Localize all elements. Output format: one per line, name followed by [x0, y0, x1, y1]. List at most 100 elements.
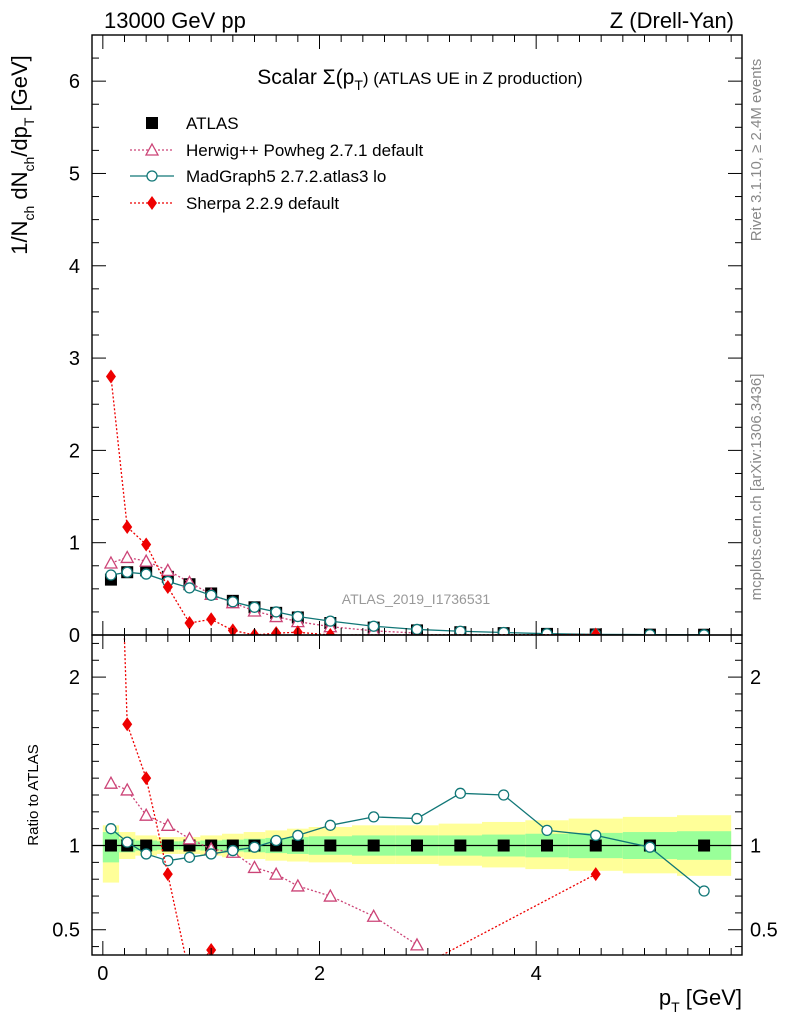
ratio-point-sherpa-4	[185, 968, 195, 982]
main-point-sherpa-0	[105, 369, 116, 384]
plot-title: Scalar Σ(pT) (ATLAS UE in Z production)	[257, 66, 582, 93]
main-point-madgraph-1	[121, 566, 133, 578]
ratio-point-madgraph-6	[227, 844, 239, 857]
main-point-sherpa-3	[162, 580, 173, 594]
main-point-sherpa-2	[141, 537, 152, 552]
legend-label-madgraph: MadGraph5 2.7.2.atlas3 lo	[186, 167, 386, 186]
ratio-point-herwig-3	[160, 817, 175, 831]
ratio-point-madgraph-16	[590, 829, 602, 842]
ratio-y-tick-label-right-1: 1	[750, 836, 761, 858]
ratio-point-madgraph-3	[162, 855, 174, 867]
x-tick-label-2: 4	[531, 963, 542, 985]
ratio-point-sherpa-7	[250, 1007, 260, 1021]
x-tick-label-0: 0	[97, 963, 108, 985]
ratio-point-herwig-11	[366, 908, 381, 922]
ratio-point-herwig-7	[247, 860, 262, 874]
ratio-point-herwig-8	[269, 866, 284, 880]
ratio-point-madgraph-5	[205, 848, 217, 860]
ratio-point-madgraph-0	[105, 823, 117, 835]
ratio-point-atlas-9	[291, 839, 304, 852]
ratio-y-tick-label-right-2: 2	[750, 667, 761, 689]
main-point-madgraph-6	[227, 596, 239, 608]
main-y-tick-label-2: 2	[69, 440, 80, 462]
main-point-madgraph-9	[292, 610, 304, 623]
ratio-point-madgraph-17	[644, 841, 656, 853]
legend-marker-herwig	[144, 142, 160, 156]
ratio-point-herwig-1	[120, 782, 135, 796]
ratio-point-atlas-14	[497, 839, 510, 852]
main-point-madgraph-14	[498, 626, 510, 635]
main-point-madgraph-2	[140, 568, 152, 580]
legend-entry-herwig: Herwig++ Powheg 2.7.1 default	[130, 141, 423, 160]
main-point-sherpa-11	[590, 627, 601, 635]
ratio-point-atlas-3	[161, 839, 174, 852]
ratio-point-atlas-13	[454, 839, 467, 852]
legend-marker-atlas	[146, 117, 158, 129]
plot-title-prefix: Scalar Σ(p	[257, 66, 354, 89]
header-left: 13000 GeV pp	[104, 8, 246, 33]
legend-entry-atlas: ATLAS	[146, 114, 239, 133]
main-point-madgraph-0	[105, 569, 117, 581]
legend-label-atlas: ATLAS	[186, 114, 239, 133]
main-point-madgraph-15	[541, 628, 553, 635]
legend-label-sherpa: Sherpa 2.2.9 default	[186, 194, 339, 213]
ratio-point-atlas-0	[104, 839, 117, 852]
ratio-y-axis-label: Ratio to ATLAS	[25, 744, 42, 845]
ratio-point-herwig-2	[139, 807, 154, 821]
header-right: Z (Drell-Yan)	[610, 8, 734, 33]
ratio-point-madgraph-1	[121, 836, 133, 848]
main-point-madgraph-4	[183, 582, 196, 594]
ratio-point-herwig-9	[290, 878, 305, 892]
ratio-point-sherpa-11	[590, 867, 601, 882]
main-y-tick-label-3: 3	[69, 348, 80, 370]
legend-marker-sherpa	[147, 196, 157, 210]
ratio-point-madgraph-15	[541, 824, 553, 837]
ratio-point-sherpa-3	[162, 867, 173, 882]
ratio-point-madgraph-13	[454, 787, 466, 799]
ratio-point-sherpa-1	[122, 717, 133, 732]
plot-title-suffix: ) (ATLAS UE in Z production)	[363, 69, 583, 88]
main-point-herwig-2	[139, 553, 154, 567]
main-y-tick-label-6: 6	[69, 71, 80, 93]
main-point-madgraph-13	[454, 625, 466, 635]
main-point-madgraph-11	[368, 620, 380, 632]
ratio-point-madgraph-10	[324, 819, 336, 831]
main-point-madgraph-12	[411, 623, 423, 635]
ratio-point-herwig-0	[103, 775, 119, 789]
ratio-point-madgraph-9	[292, 829, 304, 842]
main-point-herwig-1	[120, 550, 135, 564]
ratio-point-sherpa-10	[325, 1007, 335, 1021]
ratio-point-atlas-12	[411, 839, 423, 852]
legend-entry-madgraph: MadGraph5 2.7.2.atlas3 lo	[130, 167, 386, 186]
main-point-madgraph-5	[205, 589, 217, 601]
rivet-version-text: Rivet 3.1.10, ≥ 2.4M events	[748, 59, 765, 242]
analysis-watermark: ATLAS_2019_I1736531	[342, 591, 491, 607]
main-y-tick-label-0: 0	[69, 625, 80, 647]
ratio-point-madgraph-14	[498, 789, 510, 801]
main-y-axis-label: 1/Nch dNch/dpT [GeV]	[7, 55, 37, 255]
ratio-point-herwig-10	[323, 888, 338, 902]
ratio-point-madgraph-12	[411, 812, 423, 825]
ratio-point-sherpa-8	[271, 993, 281, 1007]
axis-ticks	[92, 34, 742, 955]
main-point-herwig-0	[103, 555, 119, 569]
main-point-madgraph-10	[324, 615, 336, 627]
main-y-tick-label-1: 1	[69, 533, 80, 555]
main-point-sherpa-4	[184, 616, 195, 630]
ratio-point-madgraph-8	[270, 834, 282, 847]
x-tick-label-1: 2	[314, 963, 325, 985]
axis-tick-labels: 0 2 4 0 1 2 3 4 5 6 0.5 0.5 1 1 2 2	[52, 71, 778, 985]
main-point-madgraph-7	[248, 601, 261, 613]
ratio-point-herwig-4	[182, 831, 197, 845]
x-axis-label: pT [GeV]	[659, 985, 742, 1015]
ratio-point-sherpa-6	[228, 985, 238, 999]
ratio-point-herwig-12	[409, 937, 425, 951]
main-point-herwig-3	[160, 563, 175, 577]
ratio-y-tick-label-left-1: 1	[69, 836, 80, 858]
plot-title-sub: T	[354, 77, 363, 93]
ratio-point-atlas-15	[541, 839, 553, 852]
legend-label-herwig: Herwig++ Powheg 2.7.1 default	[186, 141, 423, 160]
ratio-point-madgraph-2	[140, 848, 152, 860]
main-point-sherpa-10	[325, 628, 336, 635]
